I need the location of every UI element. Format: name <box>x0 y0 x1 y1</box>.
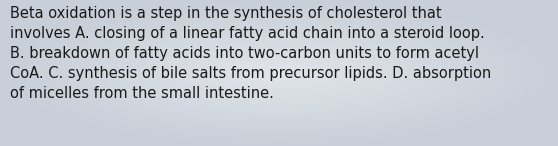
Text: Beta oxidation is a step in the synthesis of cholesterol that
involves A. closin: Beta oxidation is a step in the synthesi… <box>10 6 491 101</box>
